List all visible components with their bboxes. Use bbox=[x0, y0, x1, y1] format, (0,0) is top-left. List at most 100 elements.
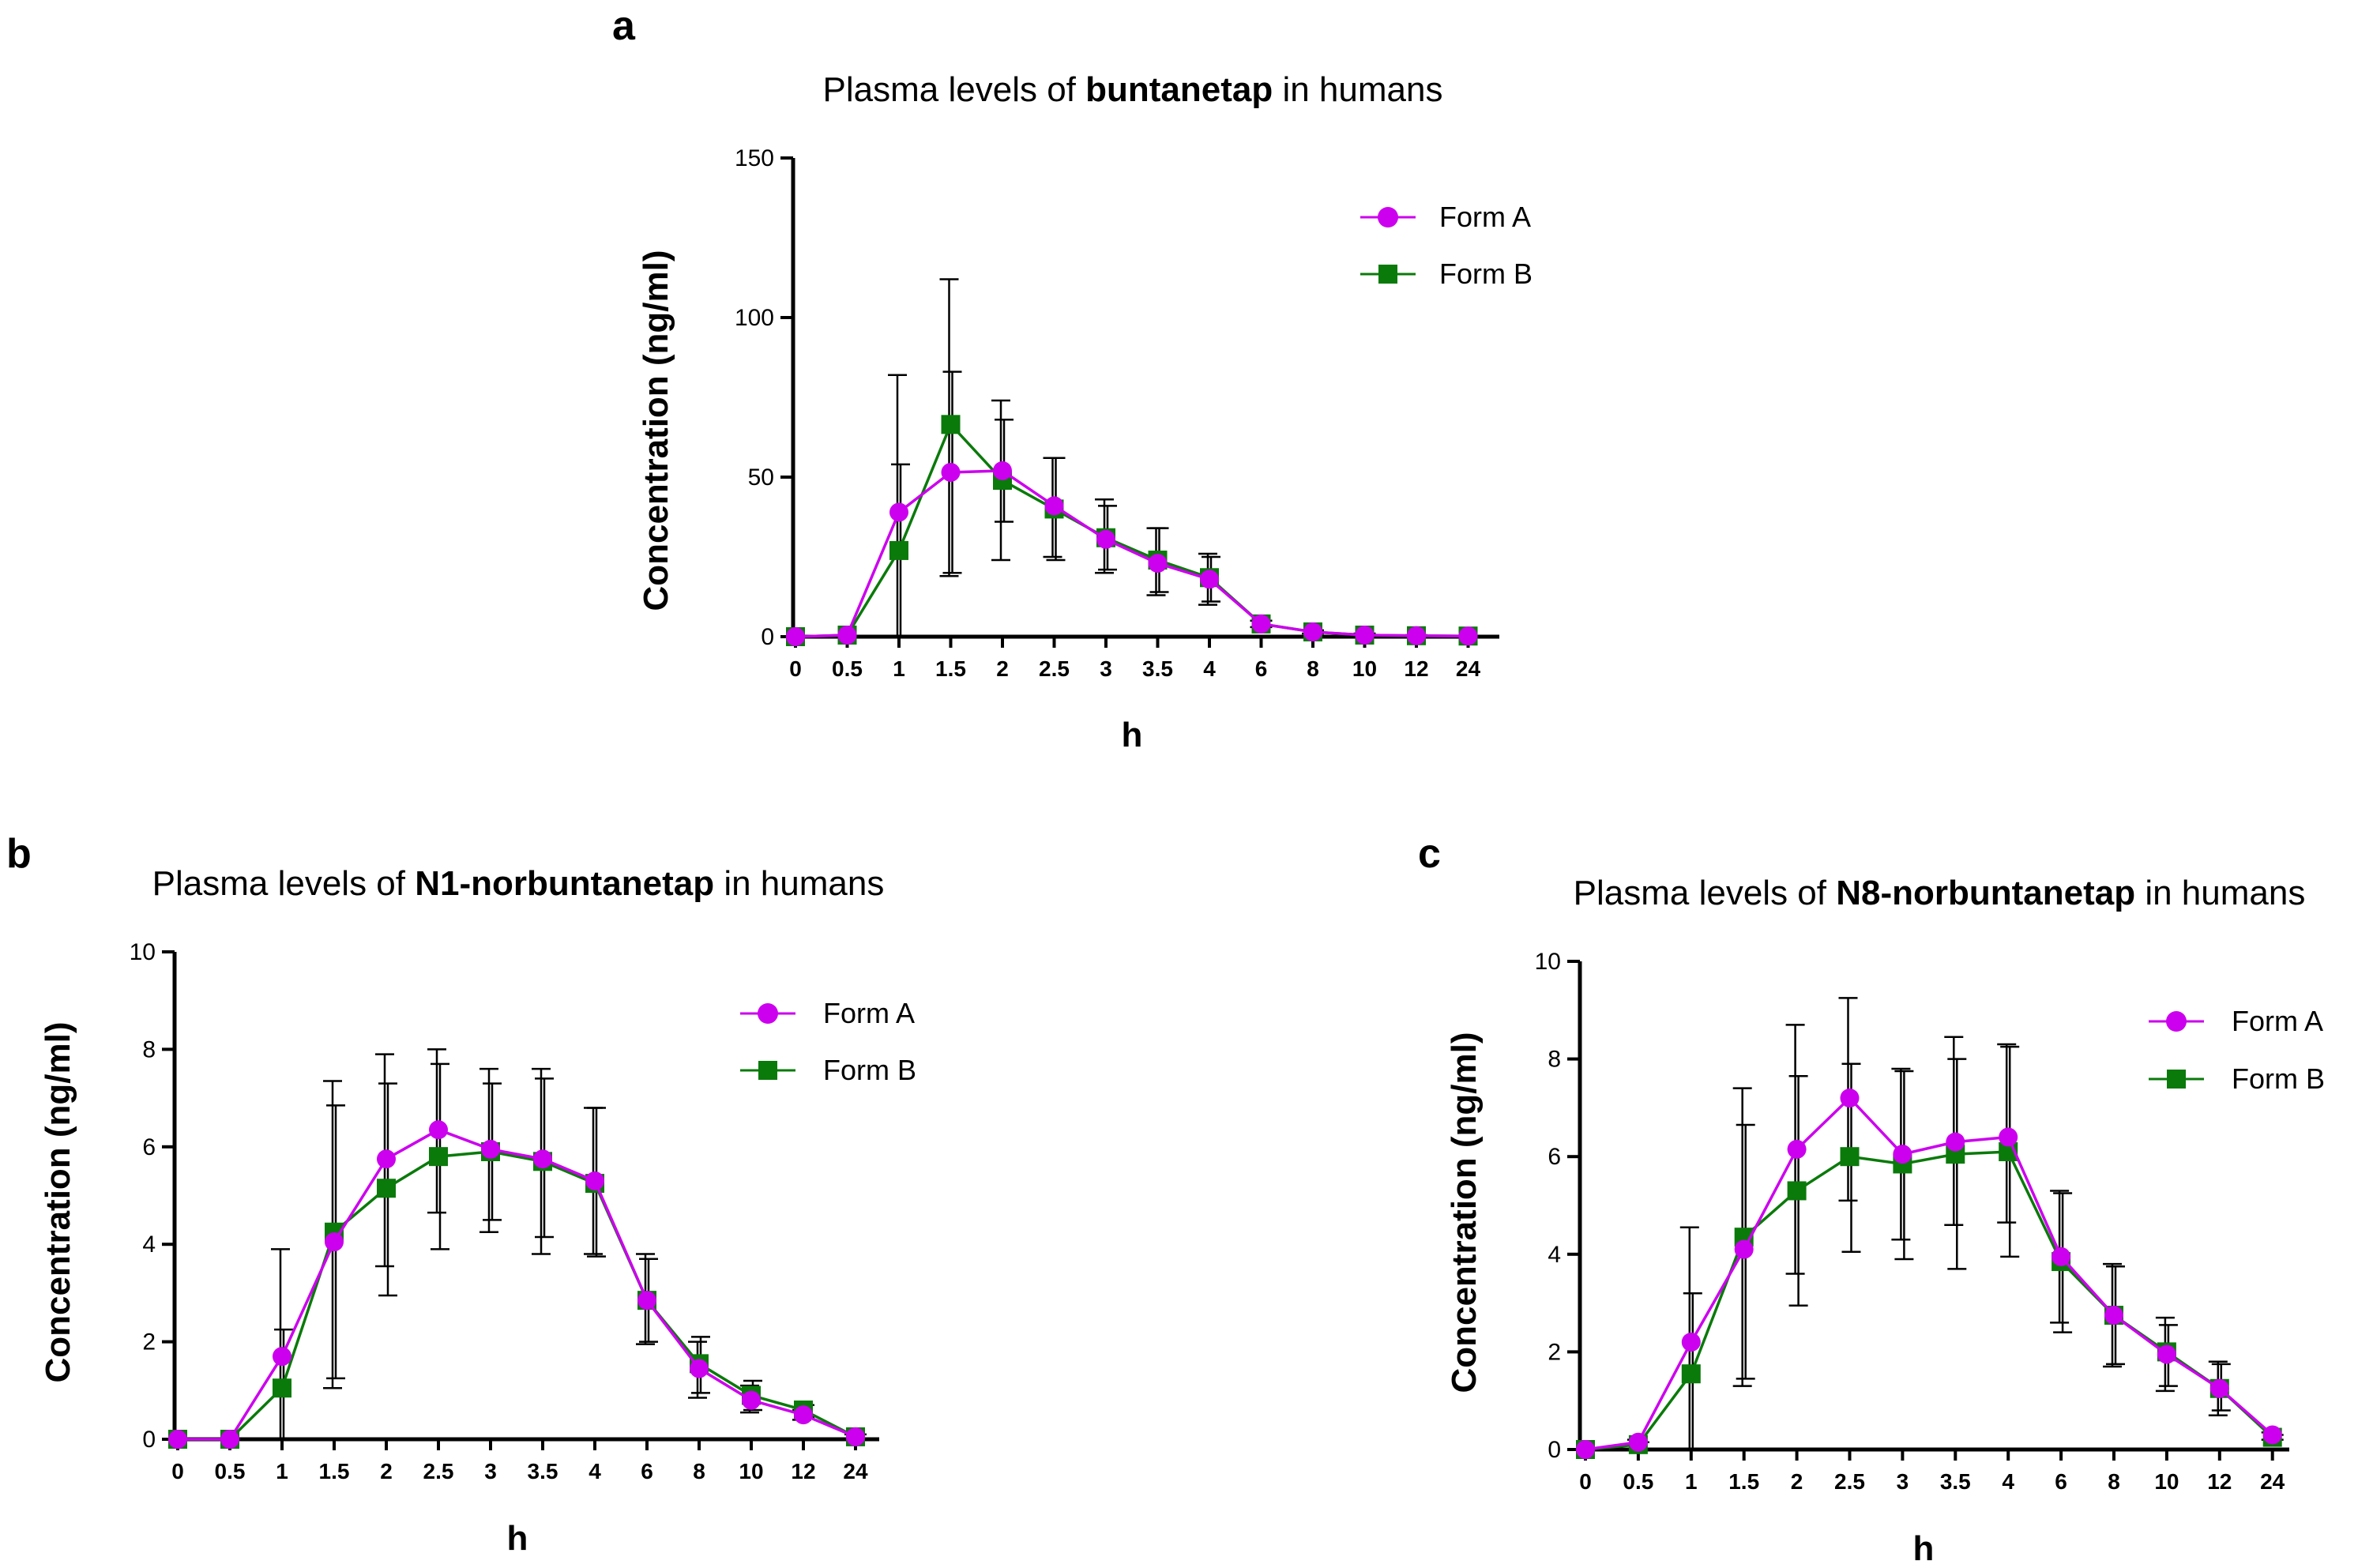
data-point-form-a bbox=[993, 461, 1012, 480]
x-tick-label: 8 bbox=[693, 1459, 705, 1483]
data-point-form-a bbox=[1946, 1132, 1965, 1152]
x-tick-label: 3.5 bbox=[1142, 656, 1173, 681]
panel-c: c Plasma levels of N8-norbuntanetap in h… bbox=[1418, 831, 2325, 1568]
x-tick-label: 1 bbox=[1685, 1469, 1698, 1494]
data-point-form-a bbox=[837, 625, 857, 645]
x-tick-label: 2 bbox=[1791, 1469, 1803, 1494]
panel-b-legend: Form A Form B bbox=[740, 997, 916, 1086]
panel-a-title: Plasma levels of buntanetap in humans bbox=[823, 70, 1443, 109]
x-tick-label: 2.5 bbox=[423, 1459, 454, 1483]
panel-c-series bbox=[1576, 997, 2284, 1459]
x-tick-label: 10 bbox=[739, 1459, 763, 1483]
data-point-form-a bbox=[220, 1430, 239, 1449]
series-line-form-a bbox=[1585, 1096, 2273, 1451]
panel-b-series bbox=[168, 1048, 867, 1449]
data-point-form-a bbox=[846, 1427, 865, 1446]
data-point-form-a bbox=[2104, 1306, 2123, 1325]
x-tick-label: 1 bbox=[893, 656, 905, 681]
legend-label-form-b: Form B bbox=[1439, 258, 1533, 290]
x-tick-label: 0.5 bbox=[832, 656, 863, 681]
y-tick-label: 2 bbox=[142, 1329, 156, 1356]
data-point-form-b bbox=[889, 540, 908, 560]
y-tick-label: 100 bbox=[735, 305, 774, 331]
panel-c-y-axis-label: Concentration (ng/ml) bbox=[1445, 1032, 1484, 1393]
x-tick-label: 12 bbox=[2207, 1469, 2232, 1494]
legend-label-form-b: Form B bbox=[2232, 1062, 2325, 1095]
panel-letter-c: c bbox=[1418, 831, 1441, 877]
x-tick-label: 24 bbox=[2260, 1469, 2285, 1494]
y-tick-label: 10 bbox=[130, 939, 156, 965]
x-tick-label: 10 bbox=[1352, 656, 1377, 681]
x-tick-label: 6 bbox=[641, 1459, 653, 1483]
data-point-form-a bbox=[637, 1291, 656, 1310]
x-tick-label: 10 bbox=[2154, 1469, 2179, 1494]
x-tick-label: 2 bbox=[996, 656, 1009, 681]
panel-letter-b: b bbox=[6, 831, 32, 877]
data-point-form-a bbox=[941, 462, 961, 482]
panel-b-title: Plasma levels of N1-norbuntanetap in hum… bbox=[152, 864, 885, 903]
legend-label-form-a: Form A bbox=[823, 997, 915, 1029]
x-tick-label: 24 bbox=[843, 1459, 868, 1483]
data-point-form-b bbox=[1787, 1181, 1807, 1201]
series-line-form-b bbox=[1585, 1150, 2273, 1451]
panel-a-series bbox=[786, 278, 1480, 646]
legend-marker-form-b bbox=[2167, 1070, 2186, 1089]
data-point-form-a bbox=[2051, 1247, 2071, 1266]
x-tick-label: 4 bbox=[2002, 1469, 2014, 1494]
data-point-form-a bbox=[273, 1347, 291, 1367]
x-tick-label: 2.5 bbox=[1834, 1469, 1865, 1494]
data-point-form-a bbox=[2209, 1378, 2229, 1398]
data-point-form-b bbox=[1681, 1364, 1701, 1384]
panel-a-legend: Form A Form B bbox=[1360, 201, 1533, 290]
data-point-form-b bbox=[273, 1378, 291, 1398]
panel-b-x-axis-label: h bbox=[507, 1519, 528, 1558]
data-point-form-a bbox=[1893, 1145, 1912, 1164]
data-point-form-a bbox=[377, 1149, 396, 1169]
y-tick-label: 4 bbox=[1548, 1242, 1561, 1268]
x-tick-label: 8 bbox=[2108, 1469, 2120, 1494]
x-tick-label: 6 bbox=[2055, 1469, 2067, 1494]
y-tick-label: 6 bbox=[1548, 1144, 1561, 1170]
panel-b-y-axis-label: Concentration (ng/ml) bbox=[39, 1021, 77, 1382]
x-tick-label: 2 bbox=[380, 1459, 393, 1483]
y-tick-label: 10 bbox=[1535, 949, 1561, 975]
panel-c-legend: Form A Form B bbox=[2149, 1005, 2325, 1095]
x-tick-label: 3 bbox=[484, 1459, 497, 1483]
y-tick-label: 8 bbox=[1548, 1047, 1561, 1073]
data-point-form-a bbox=[1576, 1440, 1595, 1459]
legend-marker-form-b bbox=[758, 1061, 777, 1080]
panel-letter-a: a bbox=[612, 3, 636, 49]
x-tick-label: 1 bbox=[276, 1459, 288, 1483]
y-tick-label: 0 bbox=[761, 624, 774, 650]
data-point-form-a bbox=[325, 1232, 344, 1252]
panel-a: a Plasma levels of buntanetap in humans … bbox=[612, 3, 1533, 754]
x-tick-label: 0 bbox=[171, 1459, 184, 1483]
y-tick-label: 0 bbox=[142, 1427, 156, 1453]
legend-label-form-b: Form B bbox=[823, 1054, 916, 1086]
data-point-form-a bbox=[1999, 1127, 2018, 1147]
data-point-form-a bbox=[1458, 626, 1478, 646]
data-point-form-a bbox=[1407, 626, 1426, 645]
data-point-form-a bbox=[1148, 554, 1168, 573]
legend-marker-form-a bbox=[758, 1003, 778, 1024]
legend-marker-form-b bbox=[1378, 265, 1397, 284]
y-tick-label: 2 bbox=[1548, 1339, 1561, 1365]
x-tick-label: 0.5 bbox=[215, 1459, 246, 1483]
data-point-form-a bbox=[585, 1171, 604, 1190]
x-tick-label: 8 bbox=[1307, 656, 1319, 681]
data-point-form-a bbox=[690, 1359, 709, 1378]
x-tick-label: 3.5 bbox=[1940, 1469, 1971, 1494]
legend-label-form-a: Form A bbox=[2232, 1005, 2323, 1037]
y-tick-label: 4 bbox=[142, 1231, 156, 1258]
x-tick-label: 24 bbox=[1456, 656, 1481, 681]
panel-a-y-axis-label: Concentration (ng/ml) bbox=[637, 250, 675, 611]
data-point-form-a bbox=[786, 627, 805, 646]
x-tick-label: 1.5 bbox=[935, 656, 966, 681]
x-tick-label: 1.5 bbox=[319, 1459, 350, 1483]
data-point-form-a bbox=[1355, 625, 1375, 645]
x-tick-label: 3 bbox=[1100, 656, 1112, 681]
data-point-form-a bbox=[168, 1430, 187, 1449]
data-point-form-a bbox=[1628, 1432, 1648, 1452]
